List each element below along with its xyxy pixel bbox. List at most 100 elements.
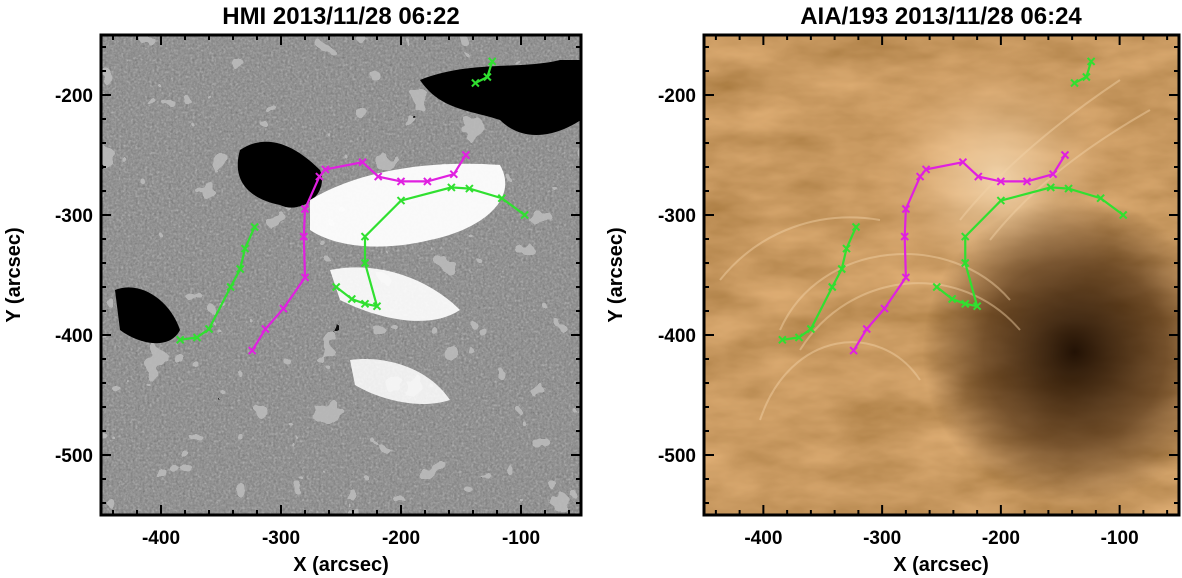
magenta-x-marker [449, 169, 459, 179]
x-tick-label: -300 [262, 528, 300, 549]
x-tick-label: -200 [982, 528, 1020, 549]
y-tick-label: -200 [658, 86, 696, 107]
x-axis-label: X (arcsec) [293, 554, 389, 576]
y-tick-label: -400 [658, 326, 696, 347]
magenta-x-marker [300, 204, 310, 214]
magenta-x-marker [996, 177, 1006, 186]
green-x-marker [1070, 78, 1079, 88]
green-x-marker [961, 232, 970, 241]
green-x-marker [1046, 183, 1055, 192]
green-x-marker [851, 222, 861, 232]
green-x-marker [483, 72, 492, 82]
magenta-x-marker [396, 177, 406, 186]
green-x-marker [204, 324, 214, 334]
magenta-x-marker [849, 346, 858, 355]
green-x-marker [465, 184, 474, 193]
green-x-marker [961, 299, 970, 309]
green-x-marker [1086, 57, 1096, 66]
magenta-x-marker [315, 172, 324, 181]
y-tick-label: -300 [658, 206, 696, 227]
green-x-marker [447, 183, 456, 192]
green-x-marker [192, 333, 202, 342]
magenta-x-marker [1060, 150, 1070, 160]
x-tick-label: -100 [502, 528, 540, 549]
y-tick-label: -300 [55, 206, 93, 227]
magenta-x-marker [321, 165, 330, 174]
magenta-x-marker [299, 232, 309, 241]
x-axis-label: X (arcsec) [893, 554, 989, 576]
magenta-x-marker [247, 346, 257, 355]
y-axis-label: Y (arcsec) [605, 227, 627, 322]
green-x-marker [1064, 184, 1073, 193]
magenta-x-marker [423, 177, 432, 186]
green-x-marker [961, 258, 970, 268]
x-tick-label: -300 [863, 528, 901, 549]
green-x-marker [932, 282, 941, 292]
magenta-x-marker [358, 157, 367, 167]
green-x-marker [226, 282, 235, 292]
magenta-x-marker [901, 204, 911, 214]
green-x-marker [1082, 72, 1091, 82]
magenta-x-marker [974, 172, 983, 181]
green-x-marker [235, 264, 245, 274]
green-x-marker [250, 222, 259, 232]
green-x-marker [360, 299, 370, 309]
x-tick-label: -400 [744, 528, 782, 549]
y-tick-label: -500 [55, 446, 93, 467]
magenta-x-marker [1048, 169, 1058, 179]
panel-title: HMI 2013/11/28 06:22 [222, 3, 460, 30]
hmi-panel: HMI 2013/11/28 06:22 X (arcsec) Y (arcse… [3, 3, 583, 576]
axis-ticks: -400 -300 -200 -100 -200 -300 -400 -500 [55, 35, 581, 549]
green-x-marker [331, 282, 341, 292]
magenta-x-marker [461, 150, 471, 160]
green-x-marker [471, 78, 480, 88]
traced-loops [778, 57, 1128, 355]
magenta-x-marker [901, 273, 911, 282]
plot-frame [99, 33, 583, 517]
traced-loops [175, 57, 529, 355]
green-x-marker [828, 282, 837, 292]
green-x-marker [778, 335, 787, 345]
x-tick-label: -400 [142, 528, 180, 549]
green-x-marker [806, 324, 816, 334]
magenta-x-marker [915, 172, 925, 181]
axis-ticks: -400 -300 -200 -100 -200 -300 -400 -500 [658, 35, 1179, 549]
green-x-marker [1096, 193, 1105, 203]
green-x-marker [794, 333, 804, 342]
green-x-marker [497, 193, 507, 203]
magenta-x-marker [880, 304, 889, 313]
magenta-x-marker [862, 324, 871, 334]
green-x-marker [837, 264, 846, 274]
plot-frame [702, 33, 1181, 517]
green-x-marker [487, 57, 497, 66]
green-x-marker [996, 196, 1006, 205]
magenta-x-marker [900, 232, 909, 241]
magenta-x-marker [300, 273, 310, 282]
magenta-x-marker [373, 172, 383, 181]
magenta-x-marker [261, 324, 270, 334]
y-tick-label: -400 [55, 326, 93, 347]
green-x-marker [240, 244, 250, 253]
hmi-magnetogram-image [101, 35, 581, 515]
green-x-marker [372, 301, 382, 311]
aia-panel: AIA/193 2013/11/28 06:24 X (arcsec) Y (a… [605, 3, 1181, 576]
aia-193-image [704, 35, 1179, 515]
green-x-marker [347, 294, 357, 304]
magenta-x-marker [958, 157, 968, 167]
green-x-marker [842, 244, 851, 253]
y-axis-label: Y (arcsec) [3, 227, 25, 322]
x-tick-label: -200 [382, 528, 420, 549]
x-tick-label: -100 [1101, 528, 1139, 549]
green-x-marker [175, 335, 185, 345]
y-tick-label: -500 [658, 446, 696, 467]
y-tick-label: -200 [55, 86, 93, 107]
magenta-x-marker [1022, 177, 1032, 186]
green-x-marker [972, 301, 982, 311]
green-x-marker [360, 232, 370, 241]
panel-title: AIA/193 2013/11/28 06:24 [800, 3, 1082, 30]
green-x-marker [360, 258, 370, 268]
magenta-x-marker [279, 304, 288, 313]
green-x-marker [396, 196, 406, 205]
magenta-x-marker [921, 165, 931, 174]
